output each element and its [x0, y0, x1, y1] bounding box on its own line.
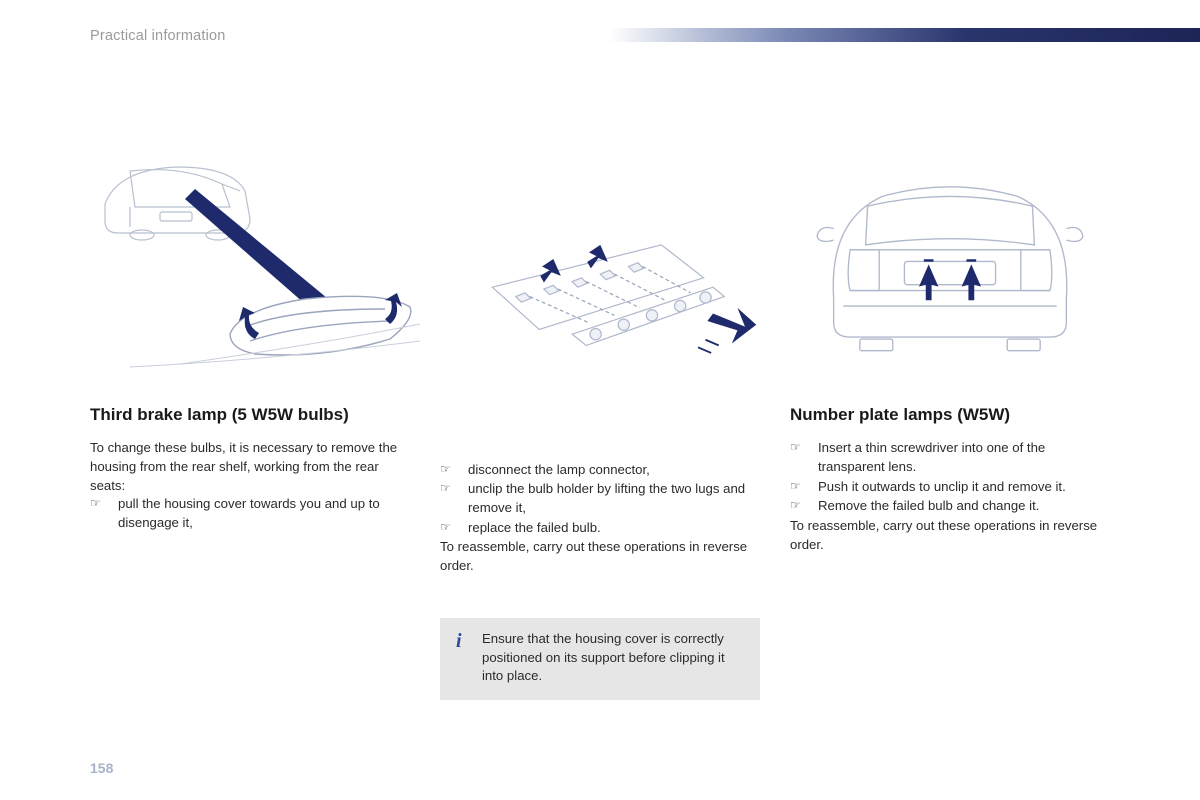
hand-icon: ☞	[790, 497, 818, 516]
bullet-text: Remove the failed bulb and change it.	[818, 497, 1110, 516]
bullet-item: ☞ Push it outwards to unclip it and remo…	[790, 478, 1110, 497]
manual-page: Practical information	[0, 0, 1200, 800]
bullet-item: ☞ disconnect the lamp connector,	[440, 461, 760, 480]
figures-row	[90, 144, 1110, 374]
heading-number-plate-lamps: Number plate lamps (W5W)	[790, 404, 1110, 425]
hand-icon: ☞	[440, 480, 468, 517]
column-1: Third brake lamp (5 W5W bulbs) To change…	[90, 404, 410, 700]
header-gradient-bar	[610, 28, 1200, 42]
bullet-text: unclip the bulb holder by lifting the tw…	[468, 480, 760, 517]
text-columns: Third brake lamp (5 W5W bulbs) To change…	[90, 404, 1110, 700]
bullet-text: Insert a thin screwdriver into one of th…	[818, 439, 1110, 476]
figure-brake-lamp-housing	[90, 144, 420, 374]
bullet-text: replace the failed bulb.	[468, 519, 760, 538]
hand-icon: ☞	[440, 461, 468, 480]
hand-icon: ☞	[790, 439, 818, 476]
column-3: Number plate lamps (W5W) ☞ Insert a thin…	[790, 404, 1110, 700]
bullet-item: ☞ Remove the failed bulb and change it.	[790, 497, 1110, 516]
bullet-text: pull the housing cover towards you and u…	[118, 495, 410, 532]
bullet-text: disconnect the lamp connector,	[468, 461, 760, 480]
bullet-item: ☞ pull the housing cover towards you and…	[90, 495, 410, 532]
hand-icon: ☞	[90, 495, 118, 532]
hand-icon: ☞	[440, 519, 468, 538]
hand-icon: ☞	[790, 478, 818, 497]
figure-bulb-holder	[450, 144, 760, 374]
bullet-item: ☞ unclip the bulb holder by lifting the …	[440, 480, 760, 517]
info-text: Ensure that the housing cover is correct…	[482, 630, 744, 686]
bullet-text: Push it outwards to unclip it and remove…	[818, 478, 1110, 497]
page-number: 158	[90, 760, 113, 776]
bullet-item: ☞ replace the failed bulb.	[440, 519, 760, 538]
intro-text: To change these bulbs, it is necessary t…	[90, 439, 410, 495]
bullet-item: ☞ Insert a thin screwdriver into one of …	[790, 439, 1110, 476]
info-icon: i	[456, 630, 482, 686]
outro-text: To reassemble, carry out these operation…	[440, 538, 760, 575]
heading-third-brake-lamp: Third brake lamp (5 W5W bulbs)	[90, 404, 410, 425]
info-callout: i Ensure that the housing cover is corre…	[440, 618, 760, 700]
figure-number-plate	[790, 144, 1110, 374]
outro-text: To reassemble, carry out these operation…	[790, 517, 1110, 554]
column-2: ☞ disconnect the lamp connector, ☞ uncli…	[440, 404, 760, 700]
